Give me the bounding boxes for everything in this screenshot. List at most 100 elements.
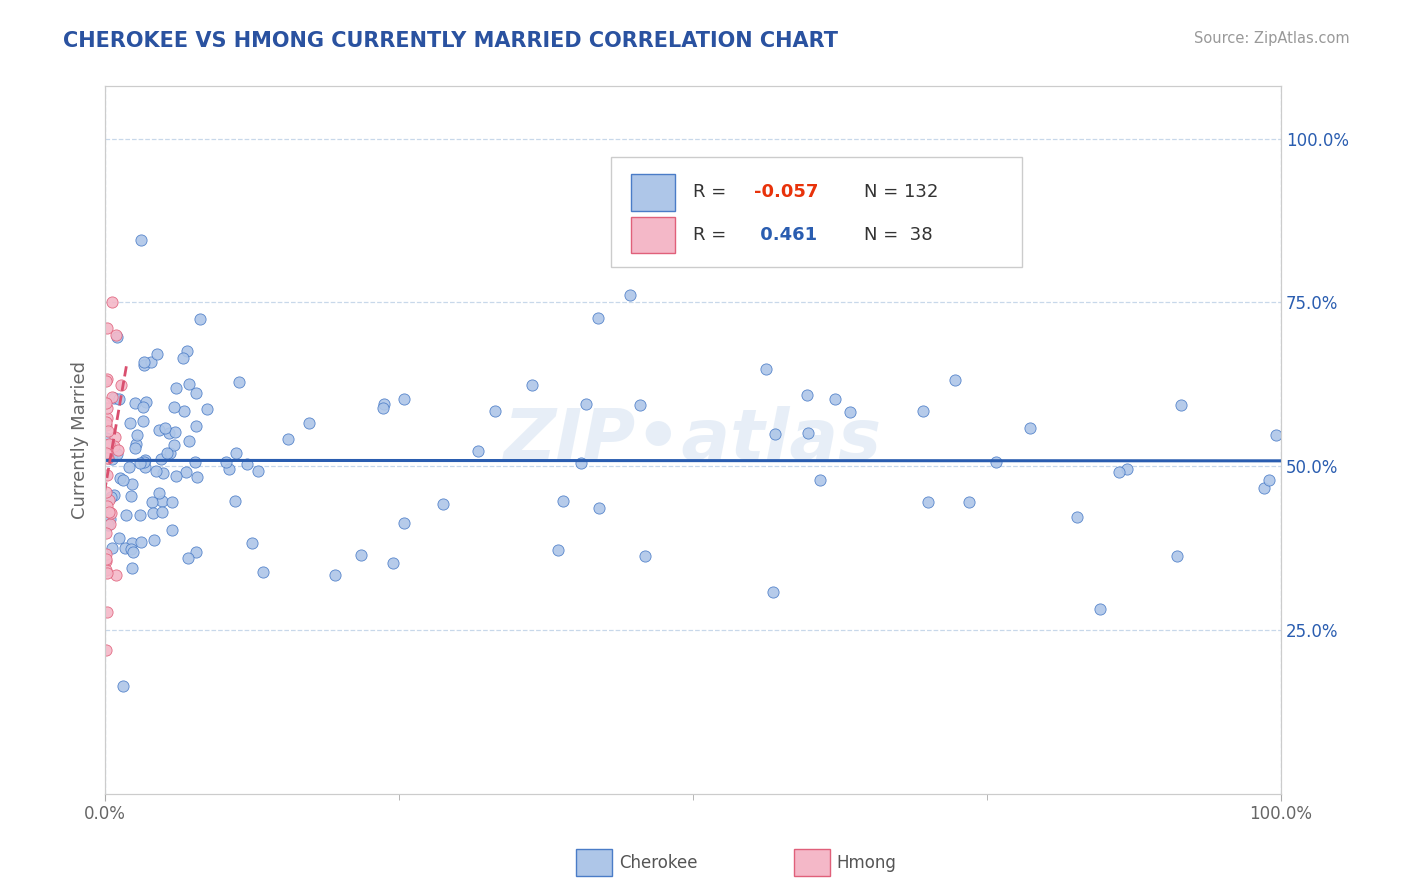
Text: ZIP•atlas: ZIP•atlas [503,406,882,475]
Cherokee [145,464,167,478]
Hmong [107,442,129,457]
Cherokee [1265,427,1288,442]
Cherokee [188,311,211,326]
Cherokee [588,501,610,516]
Cherokee [839,405,862,419]
Cherokee [120,489,142,503]
Cherokee [121,536,143,550]
Cherokee [179,376,201,391]
Cherokee [132,414,155,428]
Text: N =  38: N = 38 [863,226,932,244]
Hmong [96,450,118,465]
Hmong [96,446,118,460]
Cherokee [141,354,163,368]
Cherokee [148,485,170,500]
Cherokee [134,460,156,475]
Cherokee [96,431,118,445]
Hmong [104,327,127,342]
Cherokee [163,425,186,439]
Hmong [110,378,132,392]
Hmong [96,450,118,465]
Cherokee [824,392,846,406]
Cherokee [252,565,274,579]
Cherokee [1253,481,1275,495]
Hmong [96,499,118,513]
Cherokee [762,585,785,599]
Cherokee [118,416,141,430]
Cherokee [148,423,170,437]
Cherokee [173,404,195,418]
Cherokee [124,441,146,455]
Cherokee [100,490,122,504]
Hmong [96,401,118,415]
Cherokee [575,397,598,411]
Cherokee [132,358,155,372]
Cherokee [1108,465,1130,479]
Cherokee [101,541,124,556]
Text: N = 132: N = 132 [863,184,938,202]
Hmong [104,430,127,444]
Cherokee [432,497,454,511]
Cherokee [298,416,321,430]
Cherokee [586,311,609,326]
Cherokee [129,233,152,247]
Hmong [96,566,118,580]
Hmong [94,438,117,452]
Cherokee [569,456,592,470]
Cherokee [184,419,207,434]
Cherokee [628,399,651,413]
Cherokee [101,452,124,467]
Cherokee [120,541,142,556]
Hmong [98,505,121,519]
Cherokee [522,377,544,392]
Text: Source: ZipAtlas.com: Source: ZipAtlas.com [1194,31,1350,46]
Hmong [97,437,120,451]
Cherokee [808,473,831,487]
Hmong [96,553,118,567]
Cherokee [146,347,169,361]
Cherokee [121,477,143,491]
Cherokee [184,455,207,469]
Cherokee [134,355,156,369]
Cherokee [110,471,132,485]
Hmong [94,418,117,433]
Cherokee [132,400,155,414]
Cherokee [218,461,240,475]
Cherokee [134,452,156,467]
Cherokee [236,458,259,472]
Cherokee [121,545,143,559]
Hmong [94,525,117,540]
Cherokee [755,362,778,376]
Hmong [96,606,118,620]
Cherokee [103,488,125,502]
Cherokee [323,568,346,582]
Cherokee [135,395,157,409]
Hmong [101,295,124,310]
Cherokee [277,432,299,446]
Cherokee [195,401,218,416]
Cherokee [143,533,166,548]
Hmong [104,568,127,582]
Cherokee [108,392,131,407]
Cherokee [165,468,187,483]
Hmong [94,415,117,429]
Cherokee [1116,462,1139,476]
FancyBboxPatch shape [610,157,1022,267]
Cherokee [1166,549,1188,564]
Hmong [94,547,117,561]
Bar [631,217,675,253]
Cherokee [156,446,179,460]
Cherokee [228,375,250,389]
Cherokee [467,444,489,458]
Cherokee [153,421,176,435]
Cherokee [373,396,395,410]
Cherokee [172,351,194,365]
Cherokee [105,447,128,461]
Cherokee [392,516,415,531]
Hmong [97,425,120,439]
Cherokee [124,395,146,409]
Cherokee [163,437,186,451]
Cherokee [246,464,269,478]
Y-axis label: Currently Married: Currently Married [72,361,89,519]
Cherokee [129,508,152,522]
